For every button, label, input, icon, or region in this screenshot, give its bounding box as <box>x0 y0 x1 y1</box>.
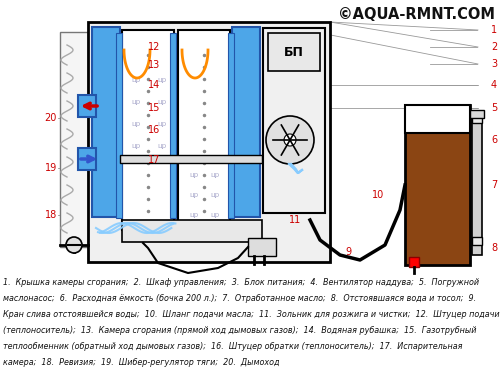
Text: 18: 18 <box>45 210 57 220</box>
Bar <box>170 33 176 218</box>
Text: 7: 7 <box>491 180 497 190</box>
Text: цр: цр <box>158 143 166 149</box>
Text: 13: 13 <box>148 60 160 70</box>
Bar <box>78 95 96 117</box>
Text: камера;  18.  Ревизия;  19.  Шибер-регулятор тяги;  20.  Дымоход: камера; 18. Ревизия; 19. Шибер-регулятор… <box>3 358 280 367</box>
Text: 11: 11 <box>289 215 301 225</box>
Text: теплообменник (обратный ход дымовых газов);  16.  Штуцер обратки (теплоноситель): теплообменник (обратный ход дымовых газо… <box>3 342 462 351</box>
Text: цр: цр <box>132 77 140 83</box>
Text: цр: цр <box>210 212 220 218</box>
Text: ©AQUA-RMNT.COM: ©AQUA-RMNT.COM <box>338 7 495 22</box>
Text: цр: цр <box>132 121 140 127</box>
Text: 17: 17 <box>148 155 160 165</box>
Text: 8: 8 <box>491 243 497 253</box>
Text: 16: 16 <box>148 125 160 135</box>
Text: 14: 14 <box>148 80 160 90</box>
Text: 15: 15 <box>148 103 160 113</box>
Text: маслонасос;  6.  Расходная ёмкость (бочка 200 л.);  7.  Отработанное масло;  8. : маслонасос; 6. Расходная ёмкость (бочка … <box>3 294 476 303</box>
Bar <box>228 33 234 218</box>
Bar <box>405 105 470 265</box>
Bar <box>60 32 88 247</box>
Bar <box>122 30 174 230</box>
Text: 10: 10 <box>372 190 384 200</box>
Text: (теплоноситель);  13.  Камера сгорания (прямой ход дымовых газов);  14.  Водяная: (теплоноситель); 13. Камера сгорания (пр… <box>3 326 476 335</box>
Bar <box>409 257 419 267</box>
Bar <box>263 28 325 213</box>
Circle shape <box>66 237 82 253</box>
Circle shape <box>284 134 296 146</box>
Text: цр: цр <box>132 99 140 105</box>
Text: цр: цр <box>190 172 198 178</box>
Bar <box>472 115 482 255</box>
Text: цр: цр <box>190 192 198 198</box>
Text: 1.  Крышка камеры сгорания;  2.  Шкаф управления;  3.  Блок питания;  4.  Вентил: 1. Крышка камеры сгорания; 2. Шкаф управ… <box>3 278 479 287</box>
Text: Кран слива отстоявшейся воды;  10.  Шланг подачи масла;  11.  Зольник для розжиг: Кран слива отстоявшейся воды; 10. Шланг … <box>3 310 500 319</box>
Bar <box>88 22 330 262</box>
Bar <box>405 105 470 133</box>
Text: 3: 3 <box>491 59 497 69</box>
Bar <box>120 155 262 163</box>
Bar <box>248 238 276 256</box>
Bar <box>122 220 262 242</box>
Text: 4: 4 <box>491 80 497 90</box>
Text: цр: цр <box>158 77 166 83</box>
Text: 6: 6 <box>491 135 497 145</box>
Bar <box>116 33 122 218</box>
Text: цр: цр <box>158 121 166 127</box>
Bar <box>472 237 482 245</box>
Text: цр: цр <box>210 172 220 178</box>
Text: 19: 19 <box>45 163 57 173</box>
Text: цр: цр <box>132 143 140 149</box>
Text: цр: цр <box>190 212 198 218</box>
Circle shape <box>266 116 314 164</box>
Bar <box>92 27 120 217</box>
Text: 5: 5 <box>491 103 497 113</box>
Text: 1: 1 <box>491 25 497 35</box>
Bar <box>178 30 230 230</box>
Bar <box>472 115 482 123</box>
Text: 20: 20 <box>44 113 57 123</box>
Text: цр: цр <box>158 99 166 105</box>
Bar <box>78 148 96 170</box>
Bar <box>268 33 320 71</box>
Text: цр: цр <box>210 192 220 198</box>
Text: 9: 9 <box>345 247 351 257</box>
Text: 12: 12 <box>148 42 160 52</box>
Text: БП: БП <box>284 47 304 59</box>
Bar <box>232 27 260 217</box>
Bar <box>470 110 484 118</box>
Text: 2: 2 <box>491 42 497 52</box>
